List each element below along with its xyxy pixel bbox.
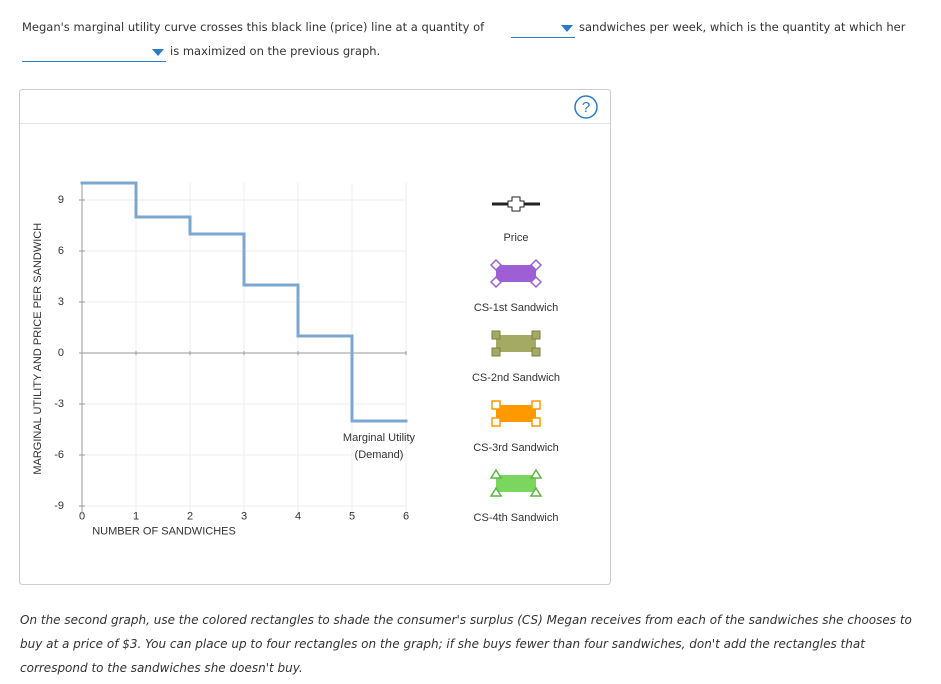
curve-label: Marginal Utility <box>343 432 416 444</box>
tool-label: CS-2nd Sandwich <box>472 372 560 384</box>
x-tick-label: 6 <box>403 510 409 522</box>
y-tick-label: -9 <box>54 500 64 512</box>
cs3-icon <box>496 405 536 422</box>
tool-price[interactable] <box>492 196 540 212</box>
graph-panel: ? 0 1 2 3 4 5 6 9 6 3 0 -3 -6 -9 NUMBER OF SANDWICHES M… <box>19 89 611 585</box>
tool-label: CS-4th Sandwich <box>474 512 559 524</box>
plot: 0 1 2 3 4 5 6 9 6 3 0 -3 -6 -9 NUMBER OF SANDWICHES MAR… <box>32 181 416 537</box>
y-tick-label: 6 <box>58 245 64 257</box>
instructions: On the second graph, use the colored rec… <box>20 613 912 675</box>
x-tick-label: 3 <box>241 510 247 522</box>
question-text: Megan's marginal utility curve crosses t… <box>22 20 485 34</box>
y-tick-label: -3 <box>54 398 64 410</box>
x-tick-label: 2 <box>187 510 193 522</box>
quantity-dropdown[interactable] <box>511 21 575 38</box>
y-tick-label: 0 <box>58 347 64 359</box>
tool-cs4[interactable] <box>489 468 543 497</box>
y-tick-label: 9 <box>58 194 64 206</box>
tool-label: CS-1st Sandwich <box>474 302 558 314</box>
tool-label: Price <box>503 232 528 244</box>
x-tick-label: 0 <box>79 510 85 522</box>
x-tick-label: 1 <box>133 510 139 522</box>
y-tick-label: 3 <box>58 296 64 308</box>
y-axis-label: MARGINAL UTILITY AND PRICE PER SANDWICH <box>32 223 44 475</box>
question-text: is maximized on the previous graph. <box>170 44 381 58</box>
tool-cs1[interactable] <box>489 258 543 289</box>
help-icon: ? <box>582 99 590 116</box>
question-text: sandwiches per week, which is the quanti… <box>579 20 906 34</box>
cs2-handles <box>491 330 541 357</box>
help-circle <box>574 95 598 119</box>
cs3-handles <box>491 400 541 427</box>
cs1-handles <box>489 258 543 289</box>
x-axis-label: NUMBER OF SANDWICHES <box>92 525 236 537</box>
tool-cs3[interactable] <box>491 400 541 427</box>
cs4-handles <box>489 468 543 497</box>
maximized-dropdown[interactable] <box>22 45 166 62</box>
tool-cs2[interactable] <box>491 330 541 357</box>
y-tick-label: -6 <box>54 449 64 461</box>
cs2-icon <box>496 335 536 352</box>
tool-label: CS-3rd Sandwich <box>473 442 559 454</box>
help-button[interactable]: ? <box>574 95 598 119</box>
x-tick-label: 4 <box>295 510 301 522</box>
curve-label: (Demand) <box>355 449 404 461</box>
price-handle <box>507 196 525 212</box>
x-tick-label: 5 <box>349 510 355 522</box>
cs1-icon <box>496 265 536 282</box>
cs4-icon <box>496 475 536 492</box>
